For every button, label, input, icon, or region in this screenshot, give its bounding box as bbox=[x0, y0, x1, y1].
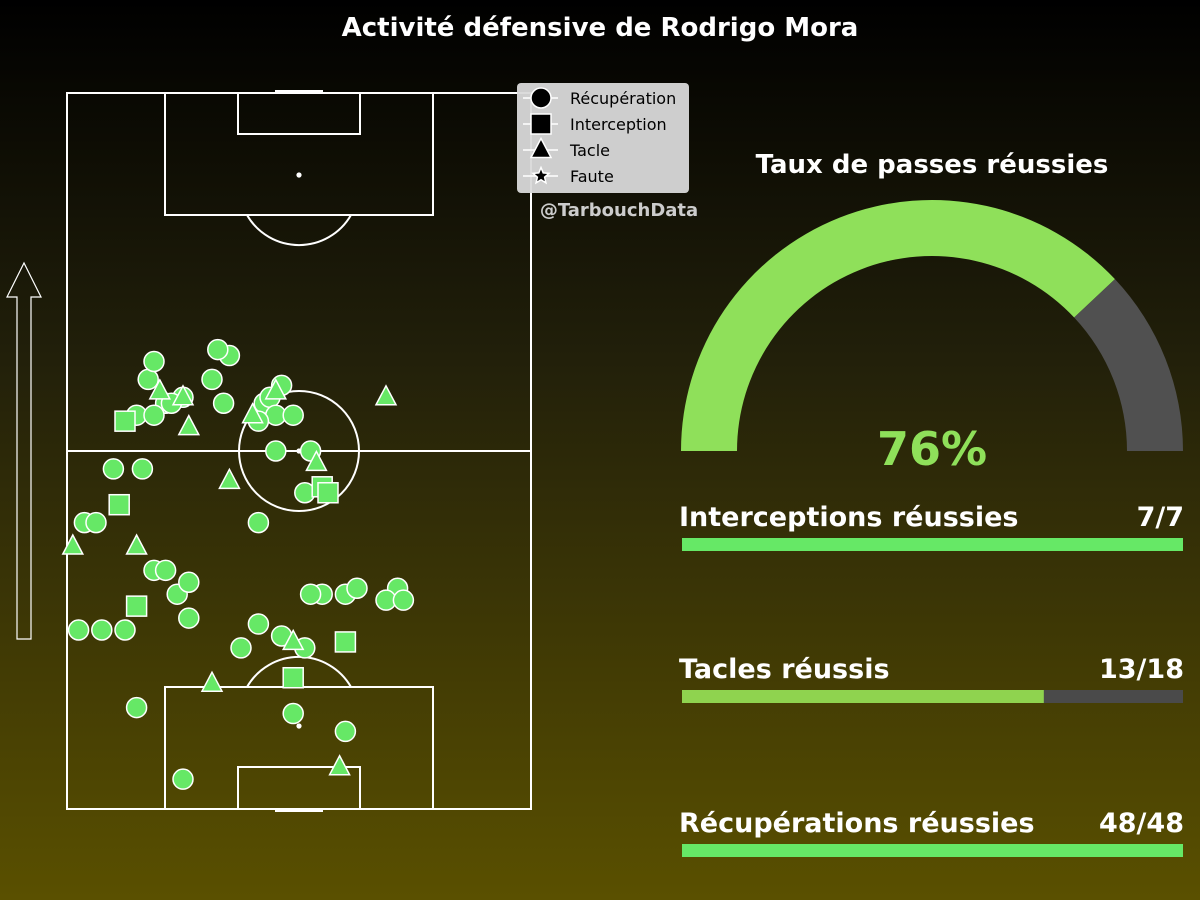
stat-bar-fill bbox=[682, 844, 1183, 857]
circle-marker bbox=[172, 768, 194, 790]
circle-marker bbox=[143, 350, 165, 373]
circle-marker bbox=[178, 607, 200, 629]
legend-label: Récupération bbox=[570, 89, 676, 108]
stat-value: 7/7 bbox=[1137, 502, 1184, 533]
square-marker bbox=[317, 482, 339, 504]
circle-marker bbox=[265, 440, 287, 462]
triangle-marker bbox=[61, 533, 85, 555]
action-markers bbox=[61, 338, 415, 790]
circle-marker bbox=[125, 696, 148, 719]
circle-marker bbox=[178, 571, 200, 594]
legend-circle-icon bbox=[530, 87, 552, 109]
gauge-value-label: 76% bbox=[877, 422, 987, 476]
circle-marker bbox=[334, 720, 357, 743]
triangle-marker bbox=[218, 467, 241, 490]
circle-marker bbox=[282, 404, 304, 426]
circle-marker bbox=[392, 589, 415, 611]
circle-marker bbox=[247, 511, 270, 534]
watermark: @TarbouchData bbox=[540, 200, 698, 221]
top-penalty-area bbox=[164, 92, 434, 216]
gauge-title: Taux de passes réussies bbox=[756, 150, 1109, 180]
triangle-marker bbox=[328, 754, 351, 776]
circle-marker bbox=[91, 619, 113, 641]
top-goal-area bbox=[237, 92, 361, 135]
circle-marker bbox=[143, 404, 165, 426]
triangle-marker bbox=[177, 414, 201, 436]
circle-marker bbox=[154, 559, 177, 582]
top-penalty-spot bbox=[296, 172, 302, 178]
legend-label: Interception bbox=[570, 115, 667, 134]
gauge-filled-arc bbox=[681, 200, 1115, 451]
circle-marker bbox=[282, 702, 304, 725]
square-marker bbox=[125, 595, 148, 617]
triangle-marker bbox=[241, 402, 264, 424]
triangle-marker bbox=[148, 378, 172, 400]
circle-marker bbox=[102, 458, 125, 480]
pass-gauge bbox=[681, 200, 1183, 451]
attack-direction-arrow bbox=[6, 261, 42, 640]
triangle-marker bbox=[264, 378, 288, 400]
triangle-marker bbox=[281, 628, 305, 651]
triangle-marker bbox=[305, 449, 328, 472]
stat-bars: Interceptions réussies 7/7 Tacles réussis 1… bbox=[679, 502, 1184, 857]
circle-marker bbox=[137, 368, 159, 391]
chart-title: Activité défensive de Rodrigo Mora bbox=[342, 13, 859, 43]
legend-label: Faute bbox=[570, 167, 614, 186]
triangle-marker bbox=[200, 670, 224, 692]
circle-marker bbox=[201, 368, 223, 391]
triangle-marker bbox=[171, 384, 195, 406]
gauge-remaining-arc bbox=[1074, 279, 1183, 451]
center-circle bbox=[238, 390, 360, 512]
legend-box bbox=[517, 83, 689, 193]
circle-marker bbox=[131, 458, 154, 480]
circle-marker bbox=[299, 583, 322, 605]
stat-value: 13/18 bbox=[1099, 654, 1184, 685]
legend-square-icon bbox=[530, 113, 552, 135]
square-marker bbox=[282, 666, 304, 689]
legend-star-icon bbox=[531, 165, 551, 185]
legend-label: Tacle bbox=[569, 141, 610, 160]
square-marker bbox=[114, 410, 136, 432]
circle-marker bbox=[212, 392, 235, 415]
stat-bar-fill bbox=[682, 690, 1044, 703]
top-penalty-arc bbox=[246, 214, 352, 247]
square-marker bbox=[108, 493, 130, 516]
stat-label: Tacles réussis bbox=[679, 654, 890, 685]
triangle-marker bbox=[374, 384, 398, 406]
circle-marker bbox=[346, 577, 368, 599]
circle-marker bbox=[114, 619, 136, 641]
bottom-penalty-spot bbox=[296, 723, 302, 729]
triangle-marker bbox=[125, 533, 148, 555]
circle-marker bbox=[67, 619, 90, 641]
stat-bar-fill bbox=[682, 538, 1183, 551]
square-marker bbox=[334, 631, 357, 653]
football-pitch bbox=[66, 90, 532, 812]
stat-value: 48/48 bbox=[1099, 808, 1184, 839]
legend: Récupération Interception Tacle Faute bbox=[517, 83, 689, 193]
circle-marker bbox=[207, 338, 229, 361]
circle-marker bbox=[85, 511, 107, 534]
stat-label: Interceptions réussies bbox=[679, 502, 1018, 533]
legend-triangle-icon bbox=[529, 136, 553, 159]
stat-label: Récupérations réussies bbox=[679, 808, 1035, 839]
circle-marker bbox=[230, 637, 252, 659]
circle-marker bbox=[247, 613, 270, 635]
